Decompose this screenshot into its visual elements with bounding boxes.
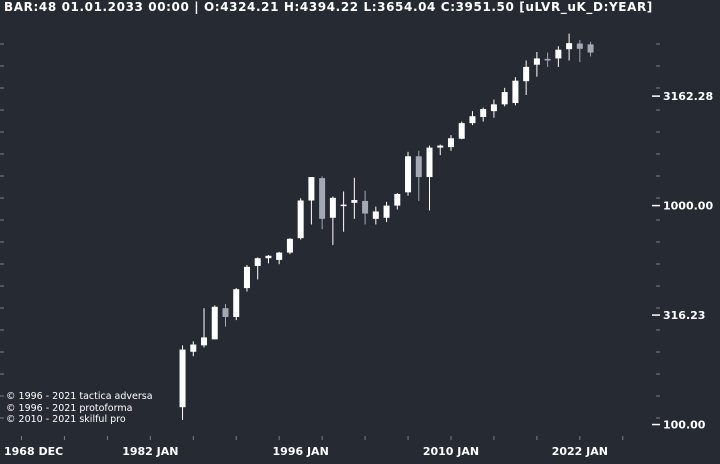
x-axis-labels: 1968 DEC 1982 JAN 1996 JAN 2010 JAN 2022 JAN: [4, 445, 608, 458]
x-tick-label: 2010 JAN: [423, 445, 479, 458]
y-tick-label: 316.23: [663, 309, 705, 322]
candle-body: [254, 258, 261, 266]
candle-body: [415, 156, 422, 178]
y-axis-labels: 100.00 316.23 1000.00 3162.28: [652, 90, 713, 432]
candle-body: [179, 349, 186, 408]
candle-body: [394, 193, 401, 206]
copyright-block: © 1996 - 2021 tactica adversa © 1996 - 2…: [6, 391, 153, 426]
candle-body: [512, 80, 519, 104]
copyright-line: © 1996 - 2021 protoforma: [6, 402, 133, 414]
candle-body: [576, 43, 583, 49]
candle-body: [533, 58, 540, 65]
x-tick-label: 2022 JAN: [552, 445, 608, 458]
candle-body: [329, 197, 336, 218]
candle-body: [555, 49, 562, 59]
y-tick-label: 3162.28: [663, 90, 713, 103]
candle-body: [190, 344, 197, 352]
candle-body: [297, 200, 304, 239]
candle-body: [447, 138, 454, 148]
candles-group: [179, 33, 594, 420]
x-tick-label: 1982 JAN: [122, 445, 178, 458]
candle-body: [469, 116, 476, 124]
candle-body: [437, 145, 444, 148]
bar-index: BAR:48: [4, 0, 57, 14]
candle-body: [351, 200, 358, 203]
candle-body: [276, 252, 283, 260]
candle-body: [362, 200, 369, 214]
candle-body: [383, 205, 390, 218]
candle-body: [566, 43, 573, 50]
bar-datetime: 01.01.2033 00:00: [61, 0, 190, 14]
candle-body: [405, 156, 412, 193]
candle-body: [265, 255, 272, 259]
candle-body: [587, 44, 594, 53]
candle-body: [201, 337, 208, 346]
candle-body: [222, 308, 229, 317]
candle-body: [233, 289, 240, 317]
candle-body: [286, 238, 293, 253]
candle-body: [544, 58, 551, 61]
candle-body: [501, 92, 508, 105]
candle-body: [490, 104, 497, 112]
copyright-line: © 2010 - 2021 skilful pro: [6, 414, 126, 425]
candle-body: [372, 211, 379, 219]
y-tick-label: 100.00: [663, 419, 706, 432]
candle-body: [211, 306, 218, 340]
chart-info-bar: BAR:48 01.01.2033 00:00 | O:4324.21 H:43…: [4, 0, 653, 14]
symbol-label: [uLVR_uK_D:YEAR]: [519, 0, 653, 14]
candle-body: [480, 109, 487, 117]
axis-ticks: [0, 43, 660, 440]
candle-body: [426, 147, 433, 178]
candle-body: [308, 177, 315, 201]
y-tick-label: 1000.00: [663, 200, 713, 213]
x-tick-label: 1996 JAN: [273, 445, 329, 458]
ohlc-values: | O:4324.21 H:4394.22 L:3654.04 C:3951.5…: [194, 0, 515, 14]
x-tick-label: 1968 DEC: [4, 445, 63, 458]
candle-body: [458, 123, 465, 139]
candle-body: [243, 266, 250, 289]
copyright-line: © 1996 - 2021 tactica adversa: [6, 391, 153, 402]
candle-body: [523, 66, 530, 82]
candle-body: [319, 178, 326, 219]
candle-body: [340, 204, 347, 207]
